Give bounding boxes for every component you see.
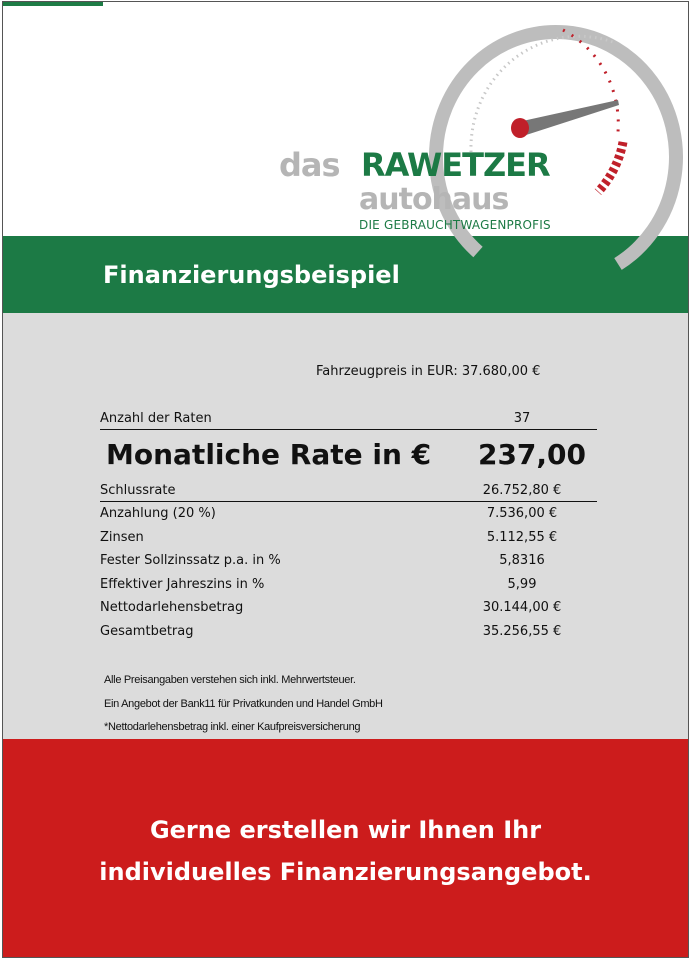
cta-line: individuelles Finanzierungsangebot.	[99, 858, 592, 886]
finance-table: Anzahl der Raten 37 Monatliche Rate in € 2…	[100, 408, 597, 643]
row-label: Monatliche Rate in €	[106, 438, 432, 471]
vehicle-price-value: 37.680,00 €	[461, 364, 541, 379]
top-accent	[3, 2, 103, 6]
header-band: Finanzierungsbeispiel	[3, 236, 688, 313]
table-row: Nettodarlehensbetrag 30.144,00 €	[100, 596, 597, 620]
row-value: 237,00	[477, 438, 587, 471]
table-row: Gesamtbetrag 35.256,55 €	[100, 620, 597, 644]
logo-subbrand: autohaus	[359, 182, 509, 217]
row-value: 7.536,00 €	[486, 506, 558, 521]
row-value: 30.144,00 €	[482, 600, 562, 615]
footnote: Alle Preisangaben verstehen sich inkl. M…	[104, 674, 356, 686]
speedometer-icon	[429, 24, 683, 270]
row-label: Fester Sollzinssatz p.a. in %	[100, 553, 281, 568]
row-label: Anzahl der Raten	[100, 411, 212, 426]
company-logo: das RAWETZER autohaus DIE GEBRAUCHTWAGEN…	[273, 2, 688, 270]
finance-flyer: Finanzierungsbeispiel Fahrzeugpreis in E…	[2, 1, 689, 958]
footnotes: Alle Preisangaben verstehen sich inkl. M…	[104, 669, 383, 740]
row-value: 35.256,55 €	[482, 623, 562, 639]
cta-message: Gerne erstellen wir Ihnen Ihr individuel…	[3, 809, 688, 893]
row-value: 5,99	[507, 576, 537, 592]
table-row: Anzahl der Raten 37	[100, 408, 597, 430]
cta-line: Gerne erstellen wir Ihnen Ihr	[149, 816, 542, 844]
page-title: Finanzierungsbeispiel	[103, 261, 400, 289]
table-row: Effektiver Jahreszins in % 5,99	[100, 573, 597, 597]
table-row: Anzahlung (20 %) 7.536,00 €	[100, 502, 597, 526]
row-value: 5.112,55 €	[486, 529, 558, 545]
vehicle-price-label: Fahrzeugpreis in EUR:	[316, 364, 458, 379]
footnote: Ein Angebot der Bank11 für Privatkunden …	[104, 697, 383, 710]
logo-tagline: DIE GEBRAUCHTWAGENPROFIS	[359, 218, 551, 232]
row-label: Gesamtbetrag	[100, 623, 194, 639]
row-label: Anzahlung (20 %)	[100, 506, 216, 521]
table-row: Zinsen 5.112,55 €	[100, 526, 597, 550]
row-value: 37	[513, 411, 531, 426]
row-value: 26.752,80 €	[482, 483, 562, 498]
row-label: Nettodarlehensbetrag	[100, 600, 244, 615]
details-panel: Fahrzeugpreis in EUR: 37.680,00 € Anzahl…	[3, 313, 688, 739]
row-label: Schlussrate	[100, 483, 176, 498]
logo-brand: RAWETZER	[361, 146, 551, 184]
table-row: Fester Sollzinssatz p.a. in % 5,8316	[100, 549, 597, 573]
footnote: *Nettodarlehensbetrag inkl. einer Kaufpr…	[104, 721, 361, 733]
monthly-rate-row: Monatliche Rate in € 237,00	[100, 430, 597, 480]
cta-band: Gerne erstellen wir Ihnen Ihr individuel…	[3, 739, 688, 957]
table-row: Schlussrate 26.752,80 €	[100, 480, 597, 502]
row-value: 5,8316	[499, 553, 545, 568]
row-label: Zinsen	[100, 529, 144, 545]
logo-text-das: das	[279, 146, 341, 184]
vehicle-price: Fahrzeugpreis in EUR: 37.680,00 €	[316, 364, 540, 379]
row-label: Effektiver Jahreszins in %	[100, 576, 265, 592]
